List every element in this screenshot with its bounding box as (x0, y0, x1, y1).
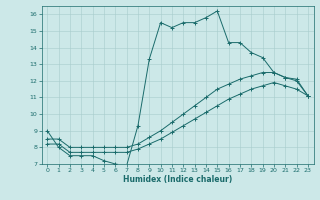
X-axis label: Humidex (Indice chaleur): Humidex (Indice chaleur) (123, 175, 232, 184)
